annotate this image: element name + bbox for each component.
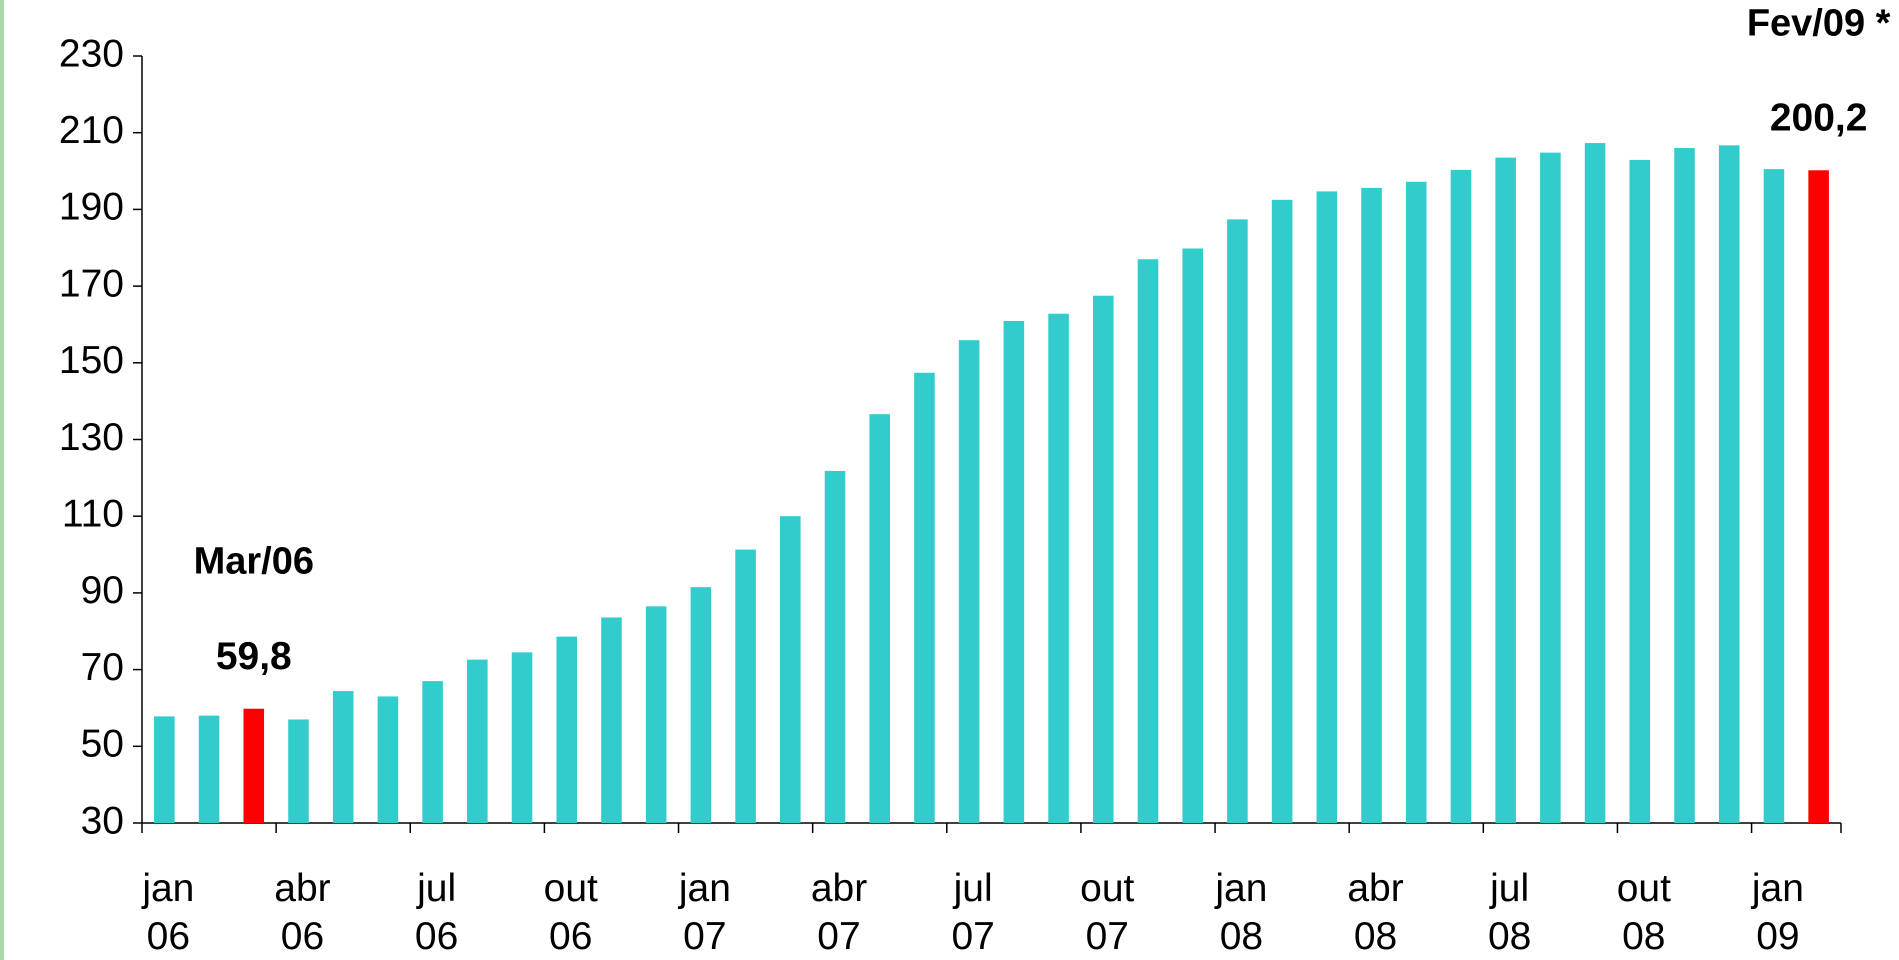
value-label: 59,8 bbox=[216, 635, 292, 678]
bar bbox=[1137, 259, 1159, 823]
bar bbox=[690, 587, 712, 823]
y-tick-label: 110 bbox=[62, 492, 124, 535]
bar bbox=[780, 516, 801, 823]
x-tick-label: out 07 bbox=[1080, 867, 1135, 958]
bar bbox=[1495, 157, 1516, 823]
x-tick-label: jan 08 bbox=[1215, 867, 1268, 958]
bar bbox=[1450, 169, 1472, 823]
annotation: Mar/06 bbox=[194, 541, 314, 583]
bar bbox=[511, 652, 533, 823]
x-tick-label: jan 09 bbox=[1751, 867, 1804, 958]
bar bbox=[1092, 295, 1114, 823]
bar bbox=[556, 636, 578, 823]
x-tick-label: abr 08 bbox=[1347, 867, 1404, 958]
bar bbox=[1540, 152, 1561, 824]
bar bbox=[735, 549, 756, 823]
y-tick-label: 210 bbox=[59, 109, 124, 152]
bar bbox=[198, 715, 220, 823]
x-tick-label: jul 08 bbox=[1487, 867, 1532, 958]
bar bbox=[1271, 199, 1293, 823]
y-tick-label: 30 bbox=[81, 799, 124, 842]
bar bbox=[1227, 219, 1248, 824]
x-tick-label: abr 06 bbox=[274, 867, 331, 958]
bar bbox=[467, 659, 488, 823]
y-tick-label: 190 bbox=[59, 186, 124, 229]
bar bbox=[1003, 320, 1025, 823]
x-tick-label: jan 07 bbox=[678, 867, 731, 958]
bar bbox=[288, 719, 309, 823]
bar bbox=[914, 372, 935, 823]
bar bbox=[1808, 170, 1829, 823]
bar bbox=[601, 617, 622, 823]
bar bbox=[1674, 148, 1695, 824]
annotation: Fev/09 * bbox=[1747, 2, 1891, 44]
bar bbox=[1718, 145, 1740, 824]
bar bbox=[1629, 159, 1651, 824]
bar bbox=[869, 414, 891, 823]
value-label: 200,2 bbox=[1770, 97, 1868, 140]
x-tick-label: jul 06 bbox=[414, 867, 459, 958]
bar bbox=[645, 606, 667, 823]
bar bbox=[1182, 248, 1203, 824]
bar bbox=[1316, 191, 1338, 824]
y-tick-label: 150 bbox=[59, 339, 124, 382]
y-tick-label: 90 bbox=[81, 569, 124, 612]
bar bbox=[1048, 313, 1069, 823]
x-tick-label: out 06 bbox=[543, 867, 598, 958]
bar bbox=[1405, 181, 1427, 824]
bar bbox=[1361, 187, 1382, 823]
bar bbox=[1584, 143, 1606, 823]
y-tick-label: 170 bbox=[59, 262, 124, 305]
x-tick-label: abr 07 bbox=[810, 867, 868, 958]
bar bbox=[422, 681, 443, 823]
x-tick-label: jan 06 bbox=[142, 867, 195, 958]
bar bbox=[824, 470, 846, 823]
y-tick-label: 70 bbox=[81, 646, 124, 689]
y-tick-label: 230 bbox=[59, 32, 124, 75]
bar bbox=[154, 716, 175, 823]
bar bbox=[243, 708, 265, 823]
bar bbox=[377, 696, 399, 823]
bar bbox=[1763, 169, 1785, 823]
x-tick-label: jul 07 bbox=[951, 867, 995, 958]
chart: 30 50 70 90 110 130 150 170 190 210 230 59,8 Mar/06 2… bbox=[59, 2, 1891, 842]
y-tick-label: 50 bbox=[81, 723, 124, 766]
bar bbox=[958, 340, 980, 823]
y-tick-label: 130 bbox=[59, 416, 124, 459]
bar bbox=[332, 691, 354, 823]
x-tick-label: out 08 bbox=[1616, 867, 1671, 958]
